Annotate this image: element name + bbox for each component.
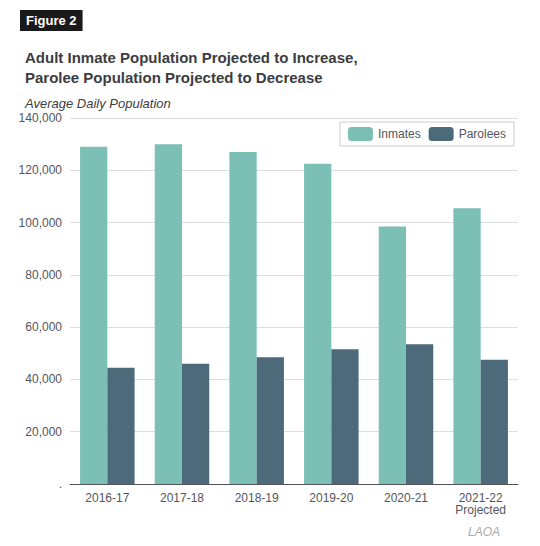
svg-text:2018-19: 2018-19 bbox=[235, 491, 279, 505]
svg-text:Projected: Projected bbox=[455, 503, 506, 517]
svg-text:Figure 2: Figure 2 bbox=[26, 13, 77, 28]
svg-text:60,000: 60,000 bbox=[25, 320, 62, 334]
svg-text:Average Daily Population: Average Daily Population bbox=[24, 96, 171, 111]
svg-text:2020-21: 2020-21 bbox=[384, 491, 428, 505]
svg-text:140,000: 140,000 bbox=[19, 111, 63, 125]
svg-text:40,000: 40,000 bbox=[25, 372, 62, 386]
svg-text:Parolees: Parolees bbox=[459, 127, 506, 141]
svg-text:Inmates: Inmates bbox=[378, 127, 421, 141]
svg-text:2017-18: 2017-18 bbox=[160, 491, 204, 505]
svg-text:Parolee Population Projected t: Parolee Population Projected to Decrease bbox=[25, 69, 323, 86]
svg-text:80,000: 80,000 bbox=[25, 268, 62, 282]
svg-text:100,000: 100,000 bbox=[19, 216, 63, 230]
svg-text:2016-17: 2016-17 bbox=[85, 491, 129, 505]
svg-text:20,000: 20,000 bbox=[25, 425, 62, 439]
svg-text:.: . bbox=[59, 477, 62, 491]
svg-text:LAOA: LAOA bbox=[468, 525, 500, 539]
svg-text:Adult Inmate Population Projec: Adult Inmate Population Projected to Inc… bbox=[25, 49, 358, 66]
svg-text:2019-20: 2019-20 bbox=[309, 491, 353, 505]
svg-text:120,000: 120,000 bbox=[19, 163, 63, 177]
svg-text:2021-22: 2021-22 bbox=[458, 491, 503, 505]
